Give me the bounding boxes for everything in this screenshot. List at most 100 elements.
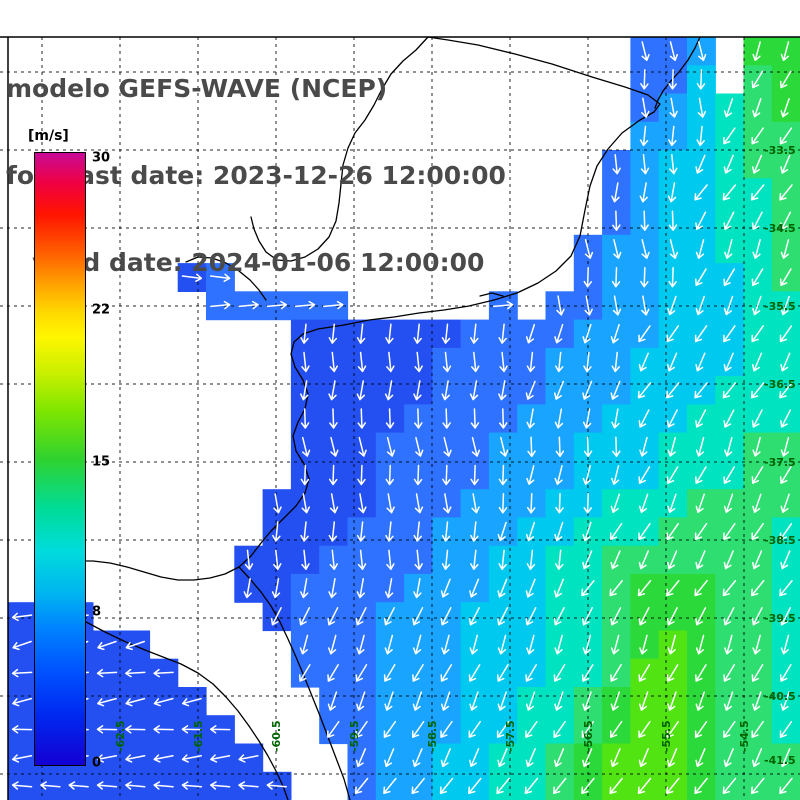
arrow-icon — [641, 97, 650, 118]
arrow-icon — [271, 577, 281, 599]
arrow-icon — [356, 634, 365, 655]
arrow-icon — [780, 211, 792, 230]
arrow-icon — [723, 127, 736, 145]
arrow-icon — [666, 777, 680, 795]
arrow-icon — [327, 720, 340, 738]
arrow-icon — [780, 154, 791, 174]
arrow-icon — [610, 634, 620, 655]
arrow-icon — [554, 351, 564, 373]
arrow-icon — [723, 352, 734, 372]
arrow-icon — [355, 720, 368, 738]
arrow-icon — [357, 549, 367, 570]
arrow-icon — [125, 697, 146, 707]
arrow-icon — [640, 210, 649, 231]
colorbar-ticks: 30 22 15 8 0 — [92, 151, 132, 771]
arrow-icon — [413, 577, 422, 599]
arrow-icon — [440, 691, 451, 711]
longitude-label: -56.5 — [582, 720, 595, 752]
arrow-icon — [610, 550, 621, 570]
arrow-icon — [584, 239, 594, 259]
arrow-icon — [750, 777, 765, 795]
arrow-icon — [385, 521, 394, 542]
arrow-icon — [526, 351, 536, 373]
arrow-icon — [752, 634, 761, 655]
arrow-icon — [695, 436, 705, 457]
arrow-icon — [751, 607, 763, 626]
arrow-icon — [386, 436, 396, 457]
arrow-icon — [386, 493, 395, 514]
arrow-icon — [752, 41, 761, 62]
arrow-icon — [752, 97, 762, 118]
arrow-icon — [612, 295, 622, 316]
arrow-icon — [582, 550, 593, 570]
arrow-icon — [12, 640, 32, 651]
arrow-icon — [355, 748, 367, 768]
arrow-icon — [723, 522, 736, 541]
arrow-icon — [356, 521, 366, 542]
arrow-icon — [526, 493, 536, 514]
arrow-icon — [441, 549, 451, 570]
arrow-icon — [667, 436, 677, 457]
arrow-icon — [669, 41, 679, 62]
arrow-icon — [329, 493, 339, 514]
longitude-label: -57.5 — [504, 720, 517, 752]
arrow-icon — [581, 720, 595, 738]
arrow-icon — [722, 579, 737, 597]
arrow-icon — [752, 436, 761, 457]
arrow-icon — [696, 125, 705, 147]
arrow-icon — [752, 239, 761, 259]
arrow-icon — [266, 781, 288, 790]
arrow-icon — [666, 382, 680, 399]
arrow-icon — [638, 522, 651, 541]
arrow-icon — [68, 781, 89, 790]
arrow-icon — [526, 408, 535, 429]
arrow-icon — [556, 295, 565, 316]
arrow-icon — [780, 409, 792, 428]
arrow-icon — [695, 211, 707, 230]
arrow-icon — [525, 664, 538, 682]
arrow-icon — [468, 720, 481, 738]
coastline-southeast — [238, 566, 351, 800]
colorbar-gradient — [34, 152, 86, 766]
arrow-icon — [471, 493, 480, 514]
arrow-icon — [695, 664, 707, 682]
arrow-icon — [96, 781, 118, 790]
arrow-icon — [751, 211, 763, 230]
arrow-icon — [751, 154, 763, 174]
arrow-icon — [751, 352, 763, 372]
arrow-icon — [243, 577, 252, 599]
arrow-icon — [470, 464, 479, 486]
arrow-icon — [238, 754, 259, 763]
arrow-icon — [525, 720, 538, 738]
arrow-icon — [637, 777, 652, 795]
arrow-icon — [357, 408, 367, 429]
arrow-icon — [525, 748, 536, 768]
arrow-icon — [610, 748, 621, 768]
arrow-icon — [301, 436, 311, 457]
arrow-icon — [383, 720, 397, 738]
arrow-icon — [327, 664, 339, 682]
islet — [479, 292, 504, 297]
arrow-icon — [525, 578, 536, 598]
arrow-icon — [638, 493, 649, 514]
arrow-icon — [498, 323, 507, 344]
arrow-icon — [329, 549, 339, 570]
arrow-icon — [554, 549, 564, 570]
arrow-icon — [498, 493, 508, 514]
arrow-icon — [638, 325, 651, 343]
arrow-icon — [96, 725, 118, 734]
arrow-icon — [442, 408, 451, 429]
arrow-icon — [780, 493, 790, 514]
arrow-icon — [723, 691, 734, 711]
arrow-icon — [209, 781, 231, 790]
latitude-label: -38.5 — [764, 534, 796, 547]
arrow-icon — [695, 154, 706, 174]
arrow-icon — [414, 549, 423, 570]
arrow-icon — [666, 325, 679, 343]
arrow-icon — [153, 668, 174, 678]
arrow-icon — [581, 777, 595, 795]
arrow-icon — [668, 266, 677, 288]
arrow-icon — [582, 691, 592, 711]
arrow-icon — [11, 668, 33, 678]
